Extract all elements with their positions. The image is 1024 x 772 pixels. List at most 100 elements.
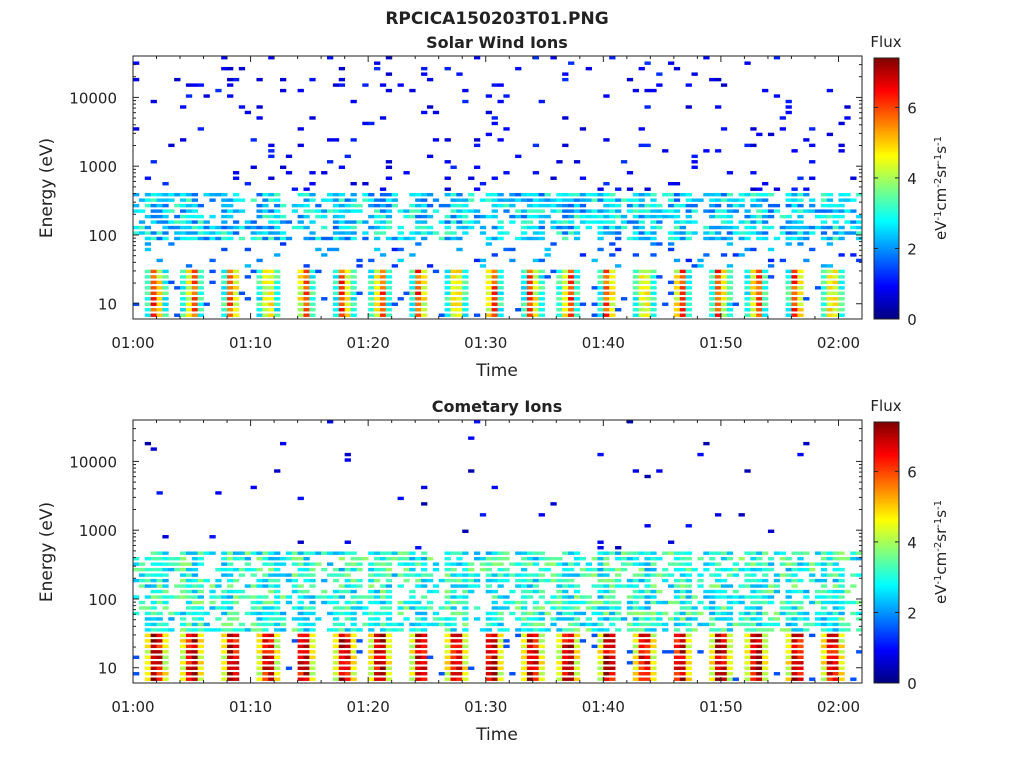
spectrogram-cell [644,236,651,241]
spectrogram-cell [603,269,610,274]
spectrogram-cell [479,182,487,186]
spectrogram-cell [632,302,639,306]
spectrogram-cell [256,644,263,649]
spectrogram-cell [573,225,581,230]
spectrogram-cell [350,297,357,301]
spectrogram-cell [485,291,493,295]
spectrogram-cell [262,633,269,638]
spectrogram-cell [573,209,581,213]
spectrogram-cell [250,231,257,235]
spectrogram-cell [785,661,792,665]
spectrogram-cell [238,198,246,202]
spectrogram-cell [232,269,240,274]
spectrogram-cell [738,617,745,621]
spectrogram-cell [421,672,428,676]
spectrogram-cell [374,677,381,681]
spectrogram-cell [227,584,234,588]
spectrogram-cell [832,672,839,676]
spectrogram-cell [479,225,487,230]
spectrogram-cell [262,275,269,279]
spectrogram-cell [644,187,651,191]
spectrogram-cell [638,214,645,219]
spectrogram-cell [750,589,757,594]
spectrogram-cell [826,264,834,268]
spectrogram-cell [315,214,322,219]
spectrogram-cell [156,275,163,279]
spectrogram-cell [532,280,540,285]
spectrogram-cell [332,209,340,213]
spectrogram-cell [632,225,639,230]
spectrogram-cell [820,628,828,632]
spectrogram-cell [274,231,281,235]
spectrogram-cell [238,236,246,241]
spectrogram-cell [579,556,587,561]
spectrogram-cell [274,584,281,588]
spectrogram-cell [779,573,786,577]
spectrogram-cell [133,578,140,583]
spectrogram-cell [838,225,845,230]
spectrogram-cell [197,291,204,295]
spectrogram-cell [221,655,228,659]
spectrogram-cell [227,556,234,561]
spectrogram-cell [679,650,687,654]
spectrogram-cell [544,214,551,219]
spectrogram-cell [385,639,393,643]
spectrogram-cell [162,661,169,665]
spectrogram-cell [497,313,504,317]
spectrogram-cell [797,236,804,241]
spectrogram-cell [638,617,645,621]
spectrogram-cell [291,617,299,621]
spectrogram-cell [250,138,257,142]
spectrogram-cell [744,291,751,295]
spectrogram-cell [697,584,704,588]
spectrogram-cell [197,644,204,649]
spectrogram-cell [309,600,316,605]
spectrogram-cell [556,308,563,312]
spectrogram-cell [344,280,351,285]
spectrogram-cell [274,297,281,301]
spectrogram-cell [450,220,457,224]
spectrogram-cell [379,275,387,279]
spectrogram-cell [538,672,545,676]
spectrogram-cell [762,220,769,224]
spectrogram-cell [227,275,234,279]
spectrogram-cell [562,551,569,555]
spectrogram-cell [556,286,563,290]
spectrogram-cell [632,209,639,213]
spectrogram-cell [568,562,575,566]
spectrogram-cell [550,269,557,274]
spectrogram-cell [185,606,193,610]
spectrogram-cell [432,584,440,588]
spectrogram-cell [709,291,716,295]
spectrogram-cell [603,556,610,561]
spectrogram-cell [332,192,340,197]
spectrogram-cell [626,584,634,588]
spectrogram-cell [762,595,769,599]
spectrogram-cell [826,562,834,566]
spectrogram-cell [197,611,204,616]
spectrogram-cell [538,628,545,632]
spectrogram-cell [485,633,493,638]
spectrogram-cell [268,176,275,180]
spectrogram-cell [597,578,604,583]
spectrogram-cell [509,589,516,594]
spectrogram-cell [138,584,146,588]
spectrogram-cell [562,143,569,148]
spectrogram-cell [397,551,404,555]
spectrogram-cell [144,269,152,274]
spectrogram-cell [650,291,657,295]
spectrogram-cell [814,286,822,290]
spectrogram-cell [644,291,651,295]
spectrogram-cell [521,655,528,659]
spectrogram-cell [709,644,716,649]
spectrogram-cell [797,242,804,246]
spectrogram-cell [421,198,428,202]
spectrogram-cell [274,198,281,202]
spectrogram-cell [415,297,422,301]
spectrogram-cell [485,308,493,312]
spectrogram-cell [785,666,792,670]
spectrogram-cell [421,72,428,76]
spectrogram-cell [274,220,281,224]
spectrogram-cell [450,672,457,676]
spectrogram-cell [150,203,157,208]
